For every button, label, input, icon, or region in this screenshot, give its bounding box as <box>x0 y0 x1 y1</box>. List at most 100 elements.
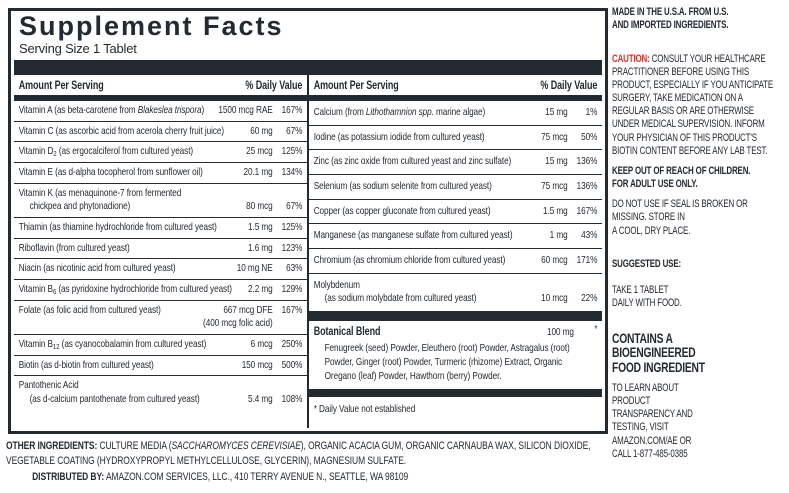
nutrient-name: Thiamin (as thiamine hydrochloride from … <box>18 221 217 234</box>
nutrient-row: Thiamin (as thiamine hydrochloride from … <box>14 218 307 239</box>
nutrient-amount: 5.4 mg <box>248 393 273 406</box>
nutrient-row: Iodine (as potassium iodide from culture… <box>309 126 602 151</box>
nutrient-daily-value: 67% <box>286 124 303 137</box>
other-ingredients-species-italic: SACCHAROMYCES CEREVISIAE <box>171 440 301 452</box>
nutrient-daily-value: 125% <box>281 221 303 234</box>
column-header-right: Amount Per Serving % Daily Value <box>309 75 602 95</box>
daily-value-header: % Daily Value <box>245 80 303 93</box>
nutrient-name: Riboflavin (from cultured yeast) <box>18 241 130 254</box>
column-header-left: Amount Per Serving % Daily Value <box>14 75 307 95</box>
botanical-blend-dv-asterisk: * <box>594 323 598 335</box>
nutrient-amount: 1.6 mg <box>248 241 273 254</box>
nutrient-name: Calcium (from Lithothamnion spp. marine … <box>313 106 486 119</box>
nutrient-name: Vitamin K (as menaquinone-7 from ferment… <box>18 186 182 199</box>
nutrient-name: Vitamin B12 (as cyanocobalamin from cult… <box>18 338 207 352</box>
nutrient-daily-value: 167% <box>281 303 303 316</box>
nutrient-amount: 1500 mcg RAE <box>218 104 273 117</box>
supplement-facts-panel: Supplement Facts Serving Size 1 Tablet A… <box>8 8 608 434</box>
nutrient-name: Molybdenum <box>313 278 360 291</box>
nutrient-name: Chromium (as chromium chloride from cult… <box>313 254 506 266</box>
panel-title: Supplement Facts <box>19 11 284 41</box>
nutrient-amount: 1 mg <box>549 229 568 242</box>
nutrient-daily-value: 136% <box>576 155 598 168</box>
nutrient-row: Zinc (as zinc oxide from cultured yeast … <box>309 150 602 176</box>
caution-note: CAUTION: CONSULT YOUR HEALTHCARE PRACTIT… <box>612 39 789 158</box>
panel-header: Supplement Facts Serving Size 1 Tablet <box>11 11 605 58</box>
daily-value-footnote: * Daily Value not established <box>313 403 416 416</box>
nutrient-row: Manganese (as manganese sulfate from cul… <box>309 224 602 249</box>
botanical-blend-row: Botanical Blend 100 mg * <box>309 321 602 342</box>
nutrient-name: (as d-calcium pantothenate from cultured… <box>29 393 200 406</box>
nutrient-name: Vitamin B6 (as pyridoxine hydrochloride … <box>18 283 232 297</box>
nutrient-daily-value: 167% <box>281 104 303 117</box>
nutrient-name: (as sodium molybdate from cultured yeast… <box>324 292 477 305</box>
nutrient-daily-value: 63% <box>286 262 303 275</box>
nutrient-name: chickpea and phytonadione) <box>29 200 131 213</box>
nutrient-name: Vitamin C (as ascorbic acid from acerola… <box>18 124 225 137</box>
nutrient-row: Pantothenic Acid (as d-calcium pantothena… <box>14 376 307 409</box>
column-divider <box>307 75 309 428</box>
nutrient-daily-value: 167% <box>576 204 598 217</box>
nutrient-row: Vitamin D2 (as ergocalciferol from cultu… <box>14 142 307 164</box>
nutrient-row: Vitamin B6 (as pyridoxine hydrochloride … <box>14 280 307 301</box>
nutrient-amount: 60 mcg <box>541 254 568 266</box>
distributed-by-text: AMAZON.COM SERVICES, LLC., 410 TERRY AVE… <box>104 471 409 484</box>
header-separator-bar <box>14 60 602 76</box>
transparency-note: TO LEARN ABOUT PRODUCT TRANSPARENCY AND … <box>612 381 693 460</box>
nutrient-row: Vitamin B12 (as cyanocobalamin from cult… <box>14 335 307 356</box>
nutrient-amount: 1.5 mg <box>248 221 273 234</box>
other-ingredients-label: OTHER INGREDIENTS: <box>6 440 98 452</box>
nutrient-row: Molybdenum (as sodium molybdate from cult… <box>309 274 602 311</box>
nutrient-amount: 6 mcg <box>250 338 273 351</box>
nutrient-amount: 10 mcg <box>541 292 568 305</box>
nutrient-row: Folate (as folic acid from cultured yeas… <box>14 301 307 336</box>
nutrient-daily-value: 125% <box>281 145 303 158</box>
nutrient-amount: 80 mcg <box>246 200 273 213</box>
nutrient-name: Folate (as folic acid from cultured yeas… <box>18 303 161 316</box>
nutrient-row: Vitamin K (as menaquinone-7 from ferment… <box>14 184 307 219</box>
amount-per-serving-header: Amount Per Serving <box>313 80 399 93</box>
nutrient-amount: 1.5 mg <box>543 204 568 217</box>
nutrient-daily-value: 22% <box>581 292 598 305</box>
nutrient-name: Biotin (as d-biotin from cultured yeast) <box>18 358 154 371</box>
nutrient-amount: 15 mg <box>545 106 568 119</box>
nutrient-daily-value: 67% <box>286 200 303 213</box>
botanical-blend-name: Botanical Blend <box>313 325 381 338</box>
other-ingredients: OTHER INGREDIENTS: CULTURE MEDIA (SACCHA… <box>6 439 610 468</box>
daily-value-header: % Daily Value <box>540 80 598 93</box>
nutrient-row: Selenium (as sodium selenite from cultur… <box>309 175 602 200</box>
nutrient-name: Niacin (as nicotinic acid from cultured … <box>18 262 176 275</box>
nutrient-name: Vitamin E (as d-alpha tocopherol from su… <box>18 166 203 179</box>
made-in-usa-note: MADE IN THE U.S.A. FROM U.S. AND IMPORTE… <box>612 6 729 32</box>
botanical-ingredients: Fenugreek (seed) Powder, Eleuthero (root… <box>324 341 570 382</box>
nutrient-row: Copper (as copper gluconate from culture… <box>309 200 602 225</box>
nutrient-name: Vitamin D2 (as ergocalciferol from cultu… <box>18 145 194 159</box>
nutrient-name: Zinc (as zinc oxide from cultured yeast … <box>313 155 512 168</box>
nutrient-daily-value: 171% <box>576 254 598 266</box>
nutrient-amount: 75 mcg <box>541 180 568 193</box>
nutrient-row: Chromium (as chromium chloride from cult… <box>309 249 602 274</box>
suggested-use-label: SUGGESTED USE: <box>612 257 681 270</box>
nutrient-daily-value: 50% <box>581 130 598 143</box>
suggested-use-note: SUGGESTED USE: TAKE 1 TABLET DAILY WITH … <box>612 245 789 324</box>
nutrient-daily-value: 108% <box>281 393 303 406</box>
column-separator-bar <box>309 95 602 102</box>
column-separator-bar <box>14 95 307 102</box>
nutrient-row: Niacin (as nicotinic acid from cultured … <box>14 259 307 281</box>
botanical-bottom-bar <box>309 389 602 398</box>
amount-per-serving-header: Amount Per Serving <box>18 80 104 93</box>
nutrient-rows-left: Vitamin A (as beta-carotene from Blakesl… <box>14 101 307 410</box>
nutrient-daily-value: 129% <box>281 283 303 296</box>
nutrient-daily-value: 43% <box>581 229 598 242</box>
nutrient-name: Selenium (as sodium selenite from cultur… <box>313 180 492 193</box>
serving-size: Serving Size 1 Tablet <box>19 41 137 57</box>
nutrient-amount: (400 mcg folic acid) <box>203 317 273 330</box>
facts-column-left: Amount Per Serving % Daily Value Vitamin… <box>14 75 307 428</box>
nutrient-amount: 20.1 mg <box>243 166 273 179</box>
distributed-by-label: DISTRIBUTED BY: <box>32 471 105 484</box>
nutrient-name: Pantothenic Acid <box>18 379 79 392</box>
nutrient-daily-value: 500% <box>281 358 303 371</box>
facts-column-right: Amount Per Serving % Daily Value Calcium… <box>309 75 602 428</box>
nutrient-name: Iodine (as potassium iodide from culture… <box>313 130 485 143</box>
nutrient-row: Vitamin C (as ascorbic acid from acerola… <box>14 122 307 143</box>
